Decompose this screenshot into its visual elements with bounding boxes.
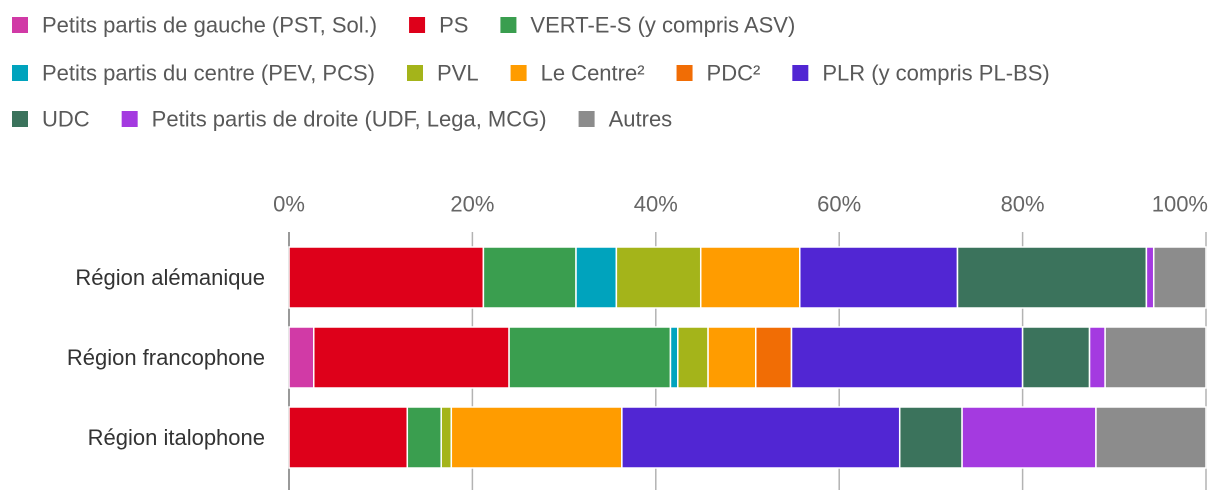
- category-label: Région italophone: [88, 425, 265, 450]
- bar-segment: [1145, 246, 1155, 309]
- legend-swatch-ps: [409, 17, 426, 33]
- bar-segment: [755, 326, 793, 389]
- legend-label-le-centre: Le Centre²: [541, 61, 645, 86]
- legend-label-petits-partis-de-droite-udf-lega-mcg: Petits partis de droite (UDF, Lega, MCG): [152, 107, 547, 132]
- bar-segment: [1088, 326, 1106, 389]
- bar-segment: [1021, 326, 1091, 389]
- legend-label-autres: Autres: [609, 107, 673, 132]
- tick-label: 80%: [1001, 192, 1045, 217]
- bar-segment: [790, 326, 1024, 389]
- legend-swatch-le-centre: [510, 65, 527, 81]
- bar-segment: [313, 326, 510, 389]
- category-labels: Région alémanique Région francophone Régio…: [67, 265, 265, 450]
- category-label: Région francophone: [67, 345, 265, 370]
- legend-swatch-petits-partis-de-droite-udf-lega-mcg: [121, 111, 138, 127]
- legend-label-plr-y-compris-pl-bs: PLR (y compris PL-BS): [822, 61, 1049, 86]
- legend-swatch-petits-partis-de-gauche-pst-sol: [12, 17, 28, 33]
- bar-segment: [288, 326, 315, 389]
- legend-label-petits-partis-de-gauche-pst-sol: Petits partis de gauche (PST, Sol.): [42, 13, 377, 38]
- bar-segment: [1104, 326, 1207, 389]
- bar-segment: [669, 326, 679, 389]
- bar-segment: [707, 326, 757, 389]
- legend-swatch-pvl: [407, 65, 423, 81]
- tick-label: 60%: [817, 192, 861, 217]
- bar-segment: [406, 406, 442, 469]
- bar-segment: [1095, 406, 1207, 469]
- legend-label-petits-partis-du-centre-pev-pcs: Petits partis du centre (PEV, PCS): [42, 61, 375, 86]
- legend-swatch-autres: [578, 111, 595, 127]
- legend-label-vert-e-s-y-compris-asv: VERT-E-S (y compris ASV): [530, 13, 795, 38]
- bar-segment: [508, 326, 672, 389]
- bar-segment: [677, 326, 709, 389]
- bar-segment: [961, 406, 1097, 469]
- bar-segment: [621, 406, 901, 469]
- category-label: Région alémanique: [75, 265, 265, 290]
- bar-segment: [956, 246, 1148, 309]
- tick-label: 40%: [634, 192, 678, 217]
- legend-swatch-pdc: [676, 65, 693, 81]
- tick-label: 100%: [1152, 192, 1208, 217]
- legend-label-ps: PS: [439, 13, 468, 38]
- legend-label-udc: UDC: [42, 107, 90, 132]
- bar-segment: [288, 406, 409, 469]
- legend-swatch-udc: [12, 111, 28, 127]
- legend-swatch-vert-e-s-y-compris-asv: [500, 17, 517, 33]
- bar-segment: [799, 246, 959, 309]
- legend-label-pdc: PDC²: [707, 61, 761, 86]
- bar-segment: [482, 246, 577, 309]
- bars: [288, 246, 1207, 469]
- bar-segment: [440, 406, 453, 469]
- tick-label: 20%: [450, 192, 494, 217]
- bar-segment: [450, 406, 623, 469]
- legend-swatch-petits-partis-du-centre-pev-pcs: [12, 65, 28, 81]
- tick-label: 0%: [273, 192, 305, 217]
- bar-segment: [615, 246, 702, 309]
- bar-segment: [699, 246, 801, 309]
- legend-swatch-plr-y-compris-pl-bs: [792, 65, 809, 81]
- legend: Petits partis de gauche (PST, Sol.) PS VER…: [12, 13, 1050, 132]
- legend-label-pvl: PVL: [437, 61, 479, 86]
- bar-segment: [575, 246, 618, 309]
- bar-segment: [898, 406, 963, 469]
- bar-segment: [1152, 246, 1207, 309]
- bar-segment: [288, 246, 485, 309]
